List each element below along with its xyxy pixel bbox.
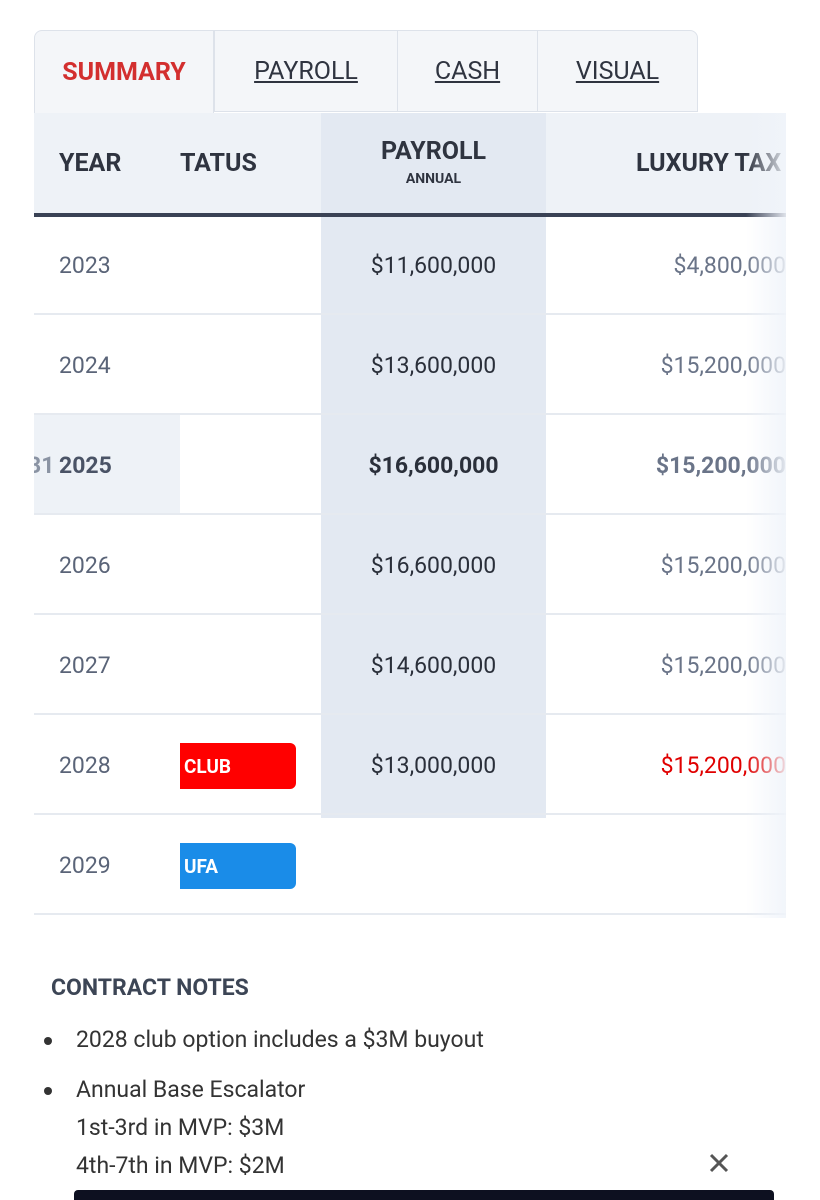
header-rule bbox=[34, 213, 786, 217]
tab[interactable]: PAYROLL bbox=[214, 30, 398, 112]
year: 2029 bbox=[59, 851, 111, 879]
row-divider bbox=[34, 513, 786, 515]
year: 2027 bbox=[59, 651, 111, 679]
payroll: $13,000,000 bbox=[370, 751, 497, 779]
note-text: 2028 club option includes a $3M buyout bbox=[76, 1026, 484, 1053]
payroll-column-bg bbox=[321, 113, 546, 818]
contract-table: YEAR TATUS PAYROLL ANNUAL LUXURY TAX 2023 $11,… bbox=[34, 113, 786, 918]
year: 2024 bbox=[59, 351, 111, 379]
year: 2025 bbox=[59, 451, 112, 479]
row-divider bbox=[34, 613, 786, 615]
header-payroll-sub: ANNUAL bbox=[405, 171, 462, 187]
notes-title: CONTRACT NOTES bbox=[51, 974, 249, 1001]
note-line: 4th-7th in MVP: $2M bbox=[76, 1152, 285, 1179]
row-divider bbox=[34, 313, 786, 315]
payroll: $16,600,000 bbox=[368, 451, 499, 479]
row-divider bbox=[34, 713, 786, 715]
row-divider bbox=[34, 813, 786, 815]
tab[interactable]: SUMMARY bbox=[34, 30, 214, 114]
bullet bbox=[44, 1037, 52, 1045]
note-line: 1st-3rd in MVP: $3M bbox=[76, 1114, 285, 1141]
header-status: TATUS bbox=[180, 148, 257, 178]
tab[interactable]: VISUAL bbox=[537, 30, 698, 112]
year: 2023 bbox=[59, 251, 111, 279]
status-badge: UFA bbox=[180, 843, 296, 889]
row-divider bbox=[34, 913, 786, 915]
tab[interactable]: CASH bbox=[397, 30, 538, 112]
close-icon[interactable] bbox=[708, 1152, 730, 1174]
payroll: $11,600,000 bbox=[370, 251, 497, 279]
payroll: $14,600,000 bbox=[370, 651, 497, 679]
year: 2028 bbox=[59, 751, 111, 779]
header-payroll: PAYROLL bbox=[380, 137, 487, 166]
note-text: Annual Base Escalator bbox=[76, 1076, 306, 1103]
payroll: $16,600,000 bbox=[370, 551, 497, 579]
payroll: $13,600,000 bbox=[370, 351, 497, 379]
status-badge: CLUB bbox=[180, 743, 296, 789]
row-divider bbox=[34, 413, 786, 415]
row-prefix: 31 bbox=[34, 451, 55, 479]
scroll-fade bbox=[746, 113, 786, 918]
header-year: YEAR bbox=[59, 148, 122, 178]
ad-banner bbox=[74, 1190, 774, 1200]
year: 2026 bbox=[59, 551, 111, 579]
bullet bbox=[44, 1087, 52, 1095]
current-row-bg bbox=[34, 415, 180, 515]
